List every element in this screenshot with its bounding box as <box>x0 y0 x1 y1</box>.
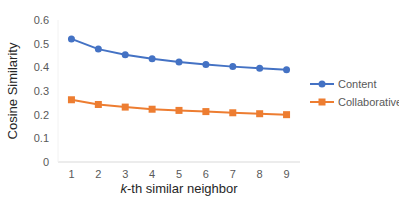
x-tick-label: 7 <box>230 168 236 180</box>
x-tick-label: 3 <box>122 168 128 180</box>
series-marker <box>149 106 156 113</box>
plot-area <box>68 35 290 118</box>
x-tick-label: 4 <box>149 168 155 180</box>
legend-marker <box>319 81 326 88</box>
y-axis-line <box>58 20 59 162</box>
series-marker <box>149 55 156 62</box>
legend-label: Content <box>338 78 377 90</box>
y-tick-label: 0.1 <box>34 132 49 144</box>
x-tick-label: 9 <box>283 168 289 180</box>
y-tick-label: 0.6 <box>34 14 49 26</box>
series-marker <box>256 110 263 117</box>
series-marker <box>122 51 129 58</box>
series-marker <box>283 66 290 73</box>
series-marker <box>229 109 236 116</box>
y-axis-title: Cosine Similarity <box>5 42 20 139</box>
series-marker <box>122 104 129 111</box>
chart: 0 0.1 0.2 0.3 0.4 0.5 0.6 1 2 3 4 5 6 7 8 9 k-th similar… <box>0 0 399 205</box>
series-marker <box>68 35 75 42</box>
series-marker <box>229 63 236 70</box>
x-tick-label: 8 <box>257 168 263 180</box>
legend-item: Collaborative <box>310 96 399 108</box>
y-tick-label: 0.3 <box>34 85 49 97</box>
chart-container: 0 0.1 0.2 0.3 0.4 0.5 0.6 1 2 3 4 5 6 7 8 9 k-th similar… <box>0 0 399 205</box>
series-marker <box>256 65 263 72</box>
x-tick-label: 1 <box>68 168 74 180</box>
series-marker <box>95 46 102 53</box>
series-line <box>71 39 286 70</box>
legend-label: Collaborative <box>338 96 399 108</box>
x-axis-line <box>58 162 300 163</box>
y-tick-label: 0.2 <box>34 109 49 121</box>
y-tick-label: 0.4 <box>34 61 49 73</box>
legend-marker <box>319 99 326 106</box>
x-tick-label: 6 <box>203 168 209 180</box>
series-marker <box>95 101 102 108</box>
series-marker <box>202 108 209 115</box>
x-tick-label: 2 <box>95 168 101 180</box>
series-marker <box>176 58 183 65</box>
series-marker <box>176 107 183 114</box>
y-tick-label: 0.5 <box>34 38 49 50</box>
series-line <box>71 100 286 115</box>
series-marker <box>283 111 290 118</box>
x-tick-label: 5 <box>176 168 182 180</box>
x-axis-title: k-th similar neighbor <box>120 181 238 196</box>
series-marker <box>68 96 75 103</box>
series-marker <box>202 61 209 68</box>
y-tick-label: 0 <box>43 156 49 168</box>
legend-item: Content <box>310 78 377 90</box>
